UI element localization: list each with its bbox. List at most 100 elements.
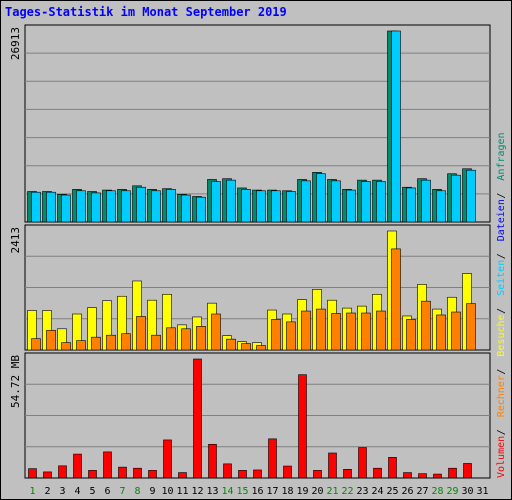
bar-besuche-day-23	[361, 312, 371, 351]
day-label-28: 28	[431, 486, 443, 497]
day-label-13: 13	[206, 486, 218, 497]
bar-dateien-day-26	[406, 187, 416, 223]
bar-volumen-day-26	[403, 472, 412, 479]
bar-besuche-day-26	[406, 319, 416, 351]
legend-anfragen: Anfragen	[496, 132, 507, 180]
bar-volumen-day-2	[43, 471, 52, 479]
day-label-29: 29	[446, 486, 458, 497]
legend-separator-3: /	[496, 253, 507, 259]
day-label-25: 25	[386, 486, 398, 497]
day-label-9: 9	[149, 486, 155, 497]
day-label-17: 17	[266, 486, 278, 497]
bar-dateien-day-24	[376, 181, 386, 223]
day-label-18: 18	[281, 486, 293, 497]
bar-dateien-day-29	[451, 174, 461, 223]
day-label-7: 7	[119, 486, 125, 497]
bar-besuche-day-28	[436, 314, 446, 351]
day-label-30: 30	[461, 486, 473, 497]
day-label-15: 15	[236, 486, 248, 497]
legend-rechner: Rechner	[496, 375, 507, 417]
day-label-19: 19	[296, 486, 308, 497]
bar-volumen-day-24	[373, 467, 382, 479]
bar-dateien-day-20	[316, 173, 326, 223]
day-label-11: 11	[176, 486, 188, 497]
bar-besuche-day-21	[331, 313, 341, 351]
bar-besuche-day-15	[241, 343, 251, 351]
bar-dateien-day-21	[331, 180, 341, 223]
bar-volumen-day-12	[193, 358, 202, 479]
bar-besuche-day-19	[301, 310, 311, 351]
bar-dateien-day-2	[46, 191, 56, 223]
chart-title: Tages-Statistik im Monat September 2019	[5, 5, 287, 19]
bar-volumen-day-15	[238, 470, 247, 479]
bar-dateien-day-25	[391, 30, 401, 223]
bar-volumen-day-27	[418, 473, 427, 479]
day-label-20: 20	[311, 486, 323, 497]
bar-volumen-day-7	[118, 466, 127, 479]
bar-besuche-day-17	[271, 319, 281, 351]
bar-besuche-day-12	[196, 326, 206, 351]
bar-volumen-day-13	[208, 443, 217, 479]
bar-volumen-day-20	[313, 470, 322, 479]
bar-besuche-day-10	[166, 327, 176, 351]
bar-besuche-day-27	[421, 300, 431, 351]
legend-separator-0: /	[496, 429, 507, 435]
legend-volumen: Volumen	[496, 436, 507, 478]
bar-besuche-day-13	[211, 313, 221, 351]
bar-dateien-day-27	[421, 179, 431, 223]
legend-separator-4: /	[496, 193, 507, 199]
bar-dateien-day-30	[466, 169, 476, 223]
bar-volumen-day-14	[223, 463, 232, 479]
bar-besuche-day-14	[226, 338, 236, 351]
day-label-2: 2	[44, 486, 50, 497]
day-label-26: 26	[401, 486, 413, 497]
bar-volumen-day-1	[28, 468, 37, 479]
bar-besuche-day-24	[376, 310, 386, 351]
bar-dateien-day-5	[91, 192, 101, 223]
bar-dateien-day-9	[151, 190, 161, 223]
legend-separator-2: /	[496, 308, 507, 314]
day-label-23: 23	[356, 486, 368, 497]
bar-dateien-day-3	[61, 194, 71, 223]
bar-volumen-day-17	[268, 438, 277, 479]
bar-besuche-day-20	[316, 308, 326, 351]
bar-dateien-day-23	[361, 181, 371, 223]
bar-besuche-day-5	[91, 336, 101, 351]
day-label-4: 4	[74, 486, 80, 497]
bar-dateien-day-16	[256, 190, 266, 223]
bar-volumen-day-19	[298, 374, 307, 479]
bar-dateien-day-7	[121, 190, 131, 223]
day-label-12: 12	[191, 486, 203, 497]
bar-besuche-day-2	[46, 329, 56, 351]
day-label-21: 21	[326, 486, 338, 497]
day-label-22: 22	[341, 486, 353, 497]
bar-dateien-day-4	[76, 190, 86, 223]
bar-dateien-day-17	[271, 190, 281, 223]
day-label-14: 14	[221, 486, 233, 497]
bar-volumen-day-8	[133, 467, 142, 479]
scale-label-top: 26913	[9, 27, 22, 60]
bar-volumen-day-9	[148, 470, 157, 479]
bar-dateien-day-19	[301, 180, 311, 223]
bar-volumen-day-18	[283, 465, 292, 479]
bar-volumen-day-4	[73, 453, 82, 479]
bar-dateien-day-22	[346, 189, 356, 223]
scale-label-bottom: 54.72 MB	[9, 355, 22, 408]
bar-besuche-day-7	[121, 333, 131, 351]
bar-besuche-day-8	[136, 316, 146, 351]
bar-volumen-day-29	[448, 467, 457, 479]
bar-dateien-day-13	[211, 181, 221, 223]
bar-dateien-day-8	[136, 186, 146, 223]
bar-besuche-day-9	[151, 334, 161, 351]
day-label-5: 5	[89, 486, 95, 497]
day-label-6: 6	[104, 486, 110, 497]
bar-besuche-day-18	[286, 321, 296, 351]
bar-besuche-day-16	[256, 345, 266, 351]
bar-dateien-day-12	[196, 196, 206, 223]
bar-dateien-day-11	[181, 194, 191, 223]
bar-besuche-day-11	[181, 328, 191, 351]
day-label-31: 31	[476, 486, 488, 497]
bar-volumen-day-28	[433, 473, 442, 479]
bar-dateien-day-1	[31, 191, 41, 223]
